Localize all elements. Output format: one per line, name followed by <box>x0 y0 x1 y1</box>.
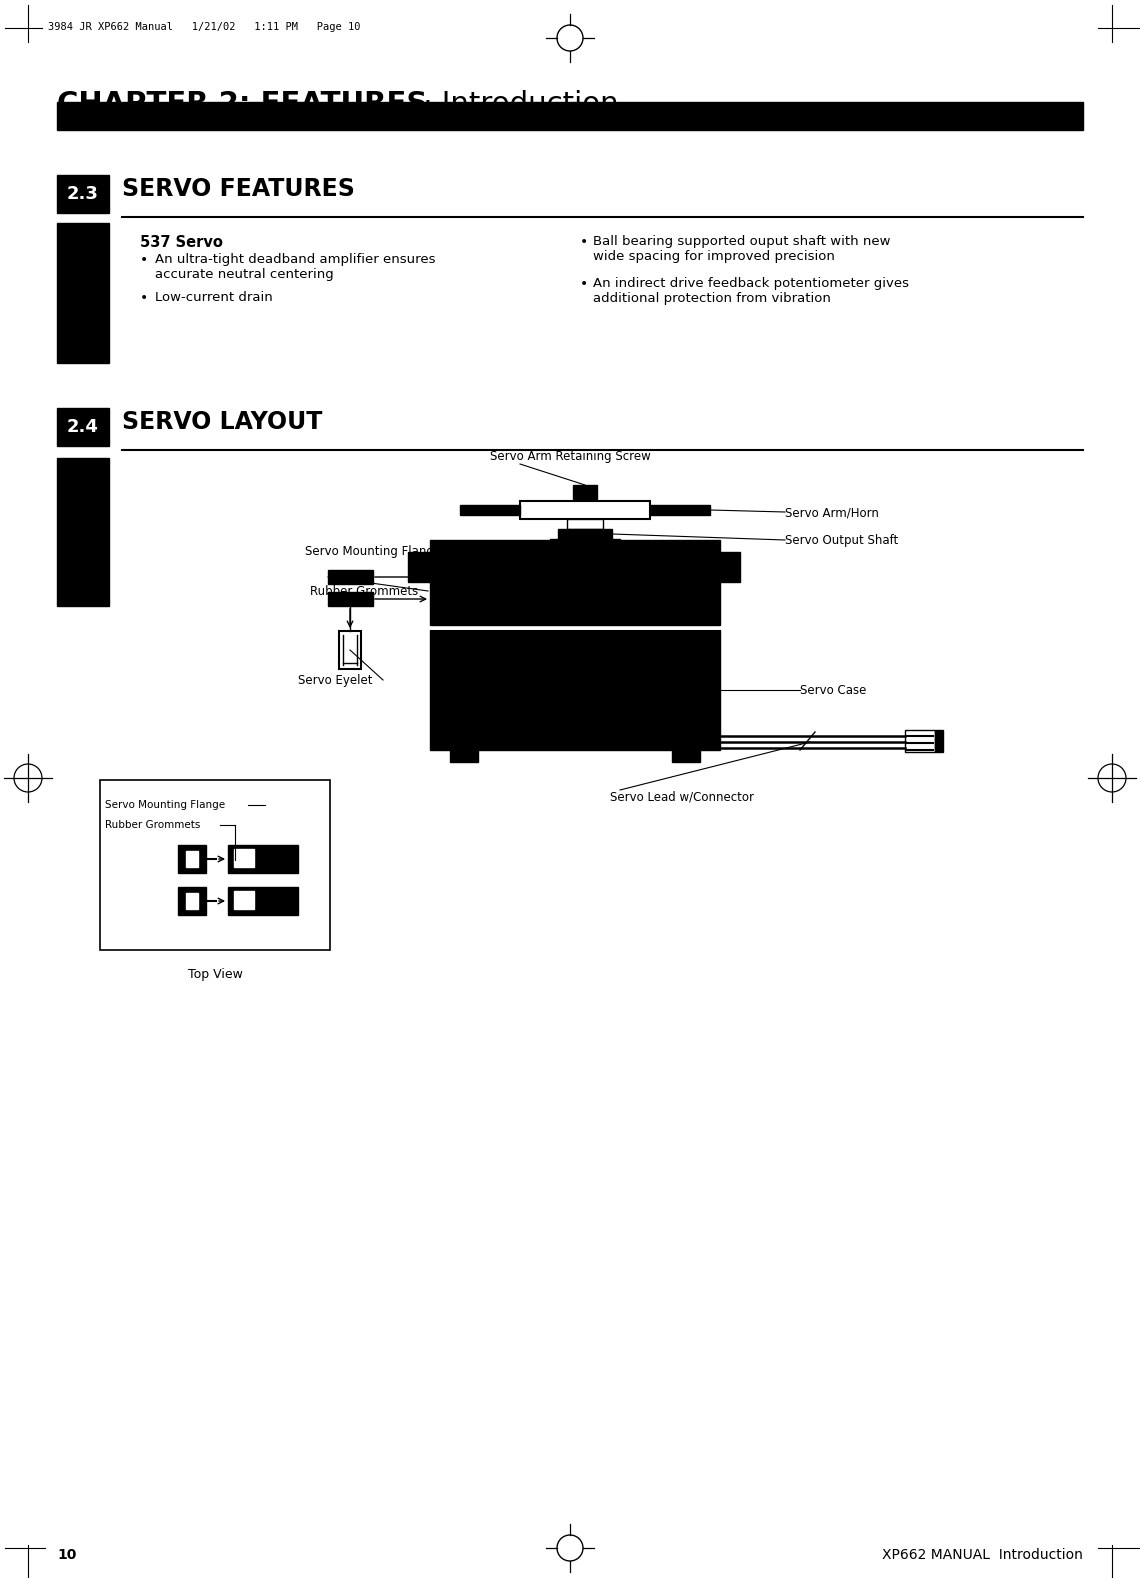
Bar <box>100 780 329 950</box>
Bar <box>542 548 629 555</box>
Bar <box>57 458 109 606</box>
Bar <box>671 750 700 762</box>
Bar <box>57 103 1083 129</box>
Text: Top View: Top View <box>188 967 243 982</box>
Bar <box>57 222 109 363</box>
Bar <box>650 505 710 514</box>
Bar <box>186 851 198 866</box>
Text: An ultra-tight deadband amplifier ensures: An ultra-tight deadband amplifier ensure… <box>155 252 435 267</box>
Bar <box>178 844 206 873</box>
Text: Servo Eyelet: Servo Eyelet <box>298 674 373 686</box>
Text: CHAPTER 2: FEATURES: CHAPTER 2: FEATURES <box>57 90 428 118</box>
Bar <box>520 500 650 519</box>
Bar <box>905 731 935 753</box>
Text: Servo Lead w/Connector: Servo Lead w/Connector <box>610 791 754 803</box>
Bar <box>450 750 478 762</box>
Bar <box>186 893 198 909</box>
Bar <box>178 887 206 915</box>
Text: 2.4: 2.4 <box>67 418 99 436</box>
Text: Rubber Grommets: Rubber Grommets <box>310 585 418 598</box>
Text: 537 Servo: 537 Servo <box>140 235 223 249</box>
Bar <box>228 887 298 915</box>
Bar <box>430 540 720 625</box>
Text: SERVO LAYOUT: SERVO LAYOUT <box>122 410 323 434</box>
Text: Ball bearing supported ouput shaft with new: Ball bearing supported ouput shaft with … <box>593 235 890 248</box>
Text: XP662 MANUAL  Introduction: XP662 MANUAL Introduction <box>882 1548 1083 1562</box>
Text: Servo Mounting Flange: Servo Mounting Flange <box>306 544 441 559</box>
Text: •: • <box>140 252 148 267</box>
Bar <box>234 892 254 909</box>
Bar <box>573 484 597 499</box>
Text: Servo Mounting Flange: Servo Mounting Flange <box>105 800 225 810</box>
Bar <box>328 592 373 606</box>
Text: additional protection from vibration: additional protection from vibration <box>593 292 831 305</box>
Text: 2.3: 2.3 <box>67 185 99 204</box>
Text: Servo Arm Retaining Screw: Servo Arm Retaining Screw <box>490 450 651 462</box>
Text: accurate neutral centering: accurate neutral centering <box>155 268 334 281</box>
Text: Low-current drain: Low-current drain <box>155 290 272 305</box>
Bar <box>557 529 612 540</box>
Text: 10: 10 <box>57 1548 76 1562</box>
Text: SERVO FEATURES: SERVO FEATURES <box>122 177 355 200</box>
Bar <box>720 552 740 582</box>
Bar <box>461 505 520 514</box>
Bar <box>234 849 254 866</box>
Text: •: • <box>140 290 148 305</box>
Bar <box>408 552 430 582</box>
Bar <box>328 570 373 584</box>
Bar <box>339 631 361 669</box>
Text: Rubber Grommets: Rubber Grommets <box>105 821 201 830</box>
Bar <box>430 630 720 750</box>
Bar <box>57 175 109 213</box>
Text: Servo Output Shaft: Servo Output Shaft <box>785 533 898 548</box>
Text: Servo Arm/Horn: Servo Arm/Horn <box>785 507 879 519</box>
Text: An indirect drive feedback potentiometer gives: An indirect drive feedback potentiometer… <box>593 278 909 290</box>
Text: 3984 JR XP662 Manual   1/21/02   1:11 PM   Page 10: 3984 JR XP662 Manual 1/21/02 1:11 PM Pag… <box>48 22 360 32</box>
Text: •: • <box>580 278 588 290</box>
Bar <box>567 519 603 529</box>
Bar <box>549 540 620 548</box>
Text: wide spacing for improved precision: wide spacing for improved precision <box>593 249 834 264</box>
Text: · Introduction: · Introduction <box>414 90 619 118</box>
Bar <box>935 731 943 753</box>
Text: Servo Case: Servo Case <box>800 683 866 696</box>
Bar <box>228 844 298 873</box>
Text: •: • <box>580 235 588 249</box>
Bar <box>57 409 109 447</box>
